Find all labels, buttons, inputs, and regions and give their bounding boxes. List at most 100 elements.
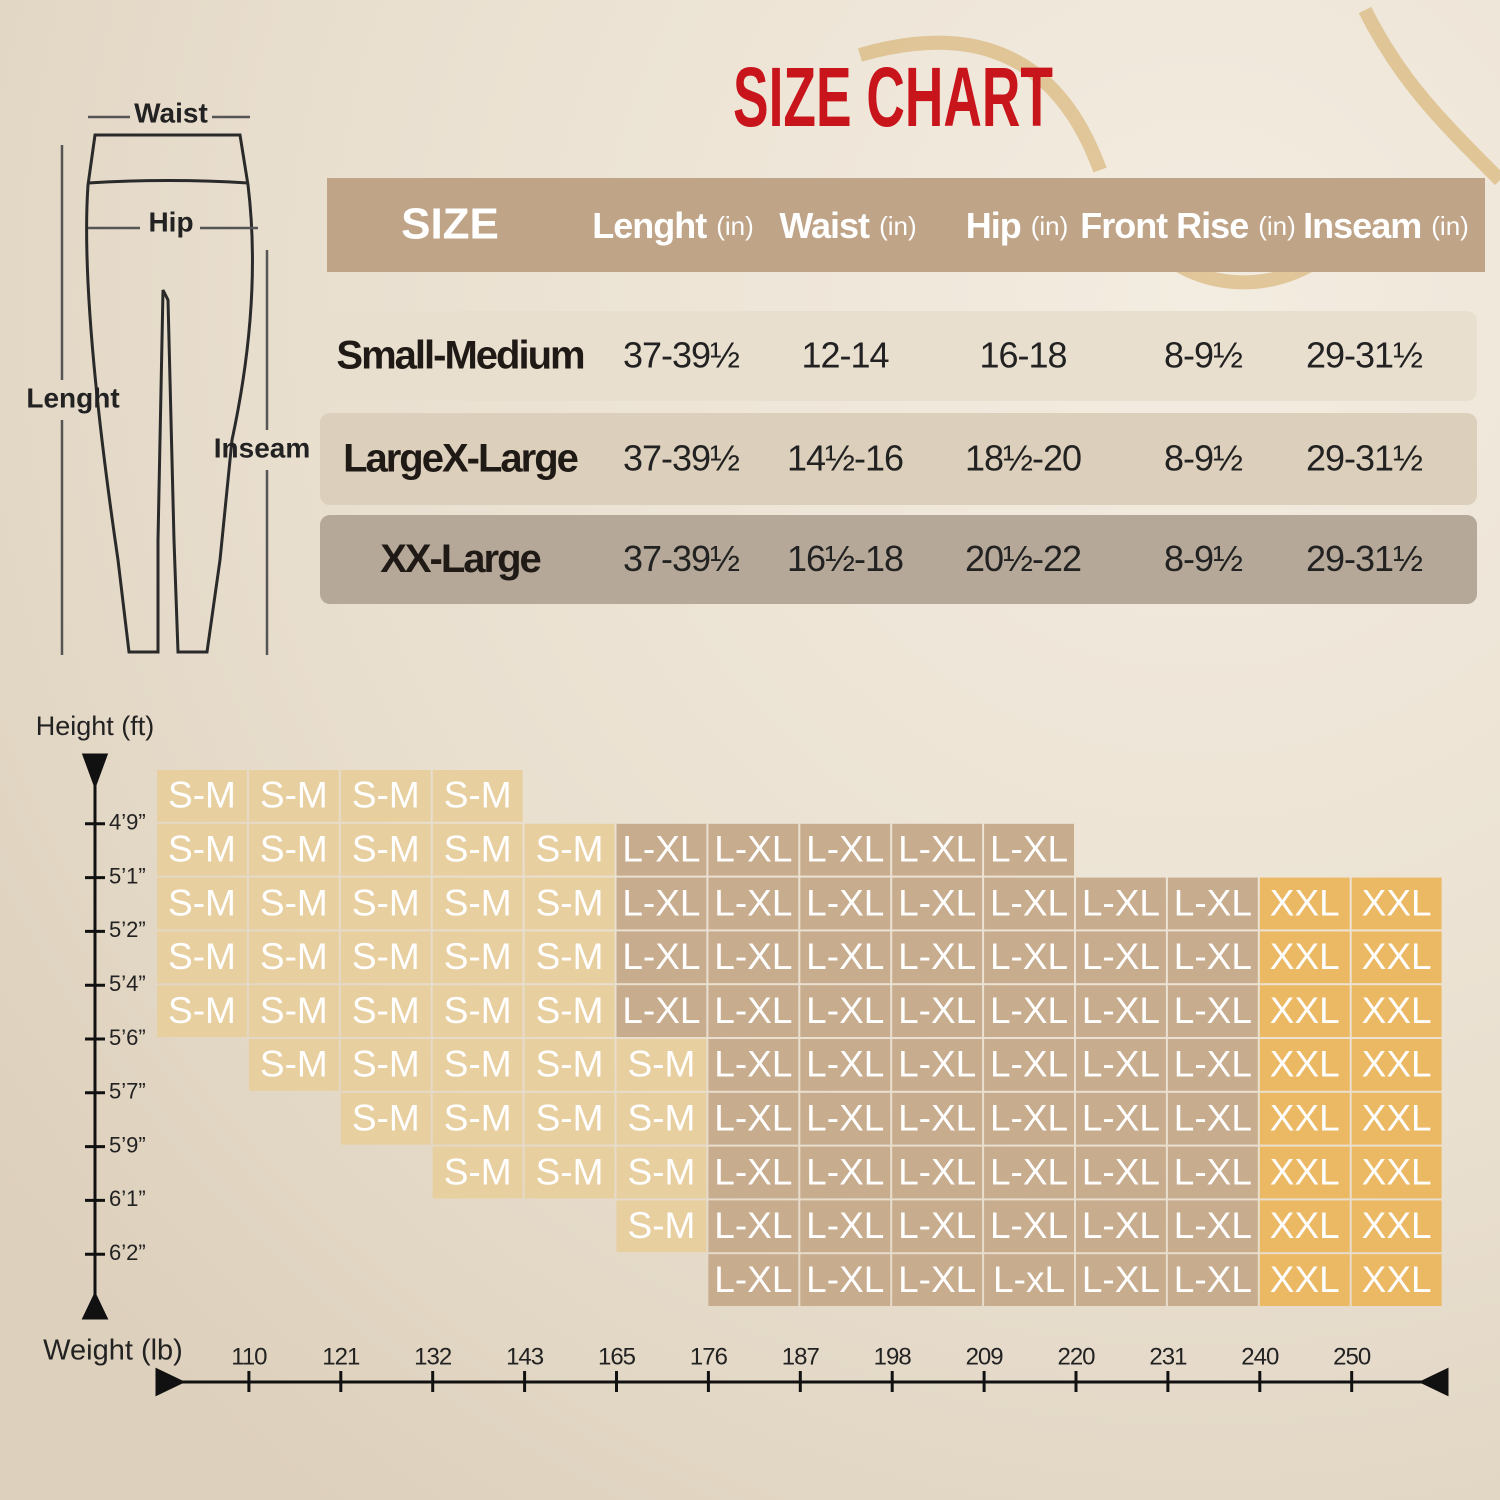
column-header: Hip (in) [966, 205, 1069, 246]
size-cell-label: L-XL [806, 1205, 884, 1246]
size-cell [1259, 1254, 1350, 1306]
size-cell [1076, 1146, 1166, 1199]
size-cell-label: S-M [168, 775, 236, 816]
size-name: LargeX-Large [343, 437, 578, 481]
size-cell [892, 1200, 983, 1253]
size-cell-label: S-M [168, 828, 236, 869]
size-cell [524, 877, 615, 930]
size-cell [248, 1039, 339, 1091]
size-cell [892, 1039, 983, 1091]
size-cell-label: S-M [260, 828, 328, 869]
size-cell-label: L-XL [1174, 990, 1252, 1031]
size-cell [1259, 1200, 1350, 1253]
size-cell-label: L-XL [714, 828, 792, 869]
size-cell [157, 985, 247, 1037]
size-value: 8-9½ [1164, 538, 1243, 579]
size-cell [616, 823, 707, 876]
size-cell-label: L-XL [990, 1205, 1068, 1246]
size-cell-label: L-XL [1082, 1151, 1160, 1192]
size-cell-label: S-M [444, 828, 512, 869]
size-cell [1259, 1092, 1350, 1145]
size-cell [248, 877, 339, 930]
size-cell-label: S-M [536, 882, 604, 923]
size-cell-label: S-M [628, 1044, 696, 1085]
size-cell-label: L-XL [898, 990, 976, 1031]
size-value: 29-31½ [1306, 335, 1423, 376]
size-cell-label: S-M [352, 775, 420, 816]
size-cell [524, 931, 615, 984]
size-cell-label: L-XL [1174, 1097, 1252, 1138]
height-tick-label: 5’6” [109, 1025, 146, 1050]
weight-tick-label: 187 [782, 1343, 820, 1370]
size-cell [340, 1039, 431, 1091]
column-unit: (in) [879, 211, 917, 241]
size-cell [1076, 1200, 1166, 1253]
size-cell-label: L-XL [1174, 1205, 1252, 1246]
size-cell [432, 770, 523, 822]
size-cell-label: L-XL [806, 1097, 884, 1138]
size-cell-label: S-M [168, 936, 236, 977]
size-cell-label: S-M [352, 1044, 420, 1085]
size-cell-label: L-XL [990, 1097, 1068, 1138]
height-tick-label: 5’1” [109, 863, 146, 888]
size-cell-label: S-M [168, 882, 236, 923]
size-cell [708, 1039, 799, 1091]
size-header: SIZE [401, 200, 499, 249]
size-cell-label: S-M [444, 1097, 512, 1138]
size-cell-label: XXL [1362, 936, 1432, 977]
size-cell [432, 1039, 523, 1091]
size-cell [1351, 1146, 1442, 1199]
column-name: Waist [779, 205, 870, 246]
size-cell-label: XXL [1362, 1044, 1432, 1085]
size-cell-label: L-XL [1082, 990, 1160, 1031]
inseam-label: Inseam [214, 432, 311, 463]
size-cell-label: S-M [444, 936, 512, 977]
size-name: XX-Large [380, 537, 540, 581]
size-value: 8-9½ [1164, 335, 1243, 376]
size-cell [157, 823, 247, 876]
size-cell [892, 877, 983, 930]
size-cell [800, 1092, 891, 1145]
size-cell-label: S-M [352, 990, 420, 1031]
title: SIZE CHART [733, 50, 1053, 144]
weight-tick-label: 220 [1057, 1343, 1095, 1370]
size-cell-label: XXL [1362, 882, 1432, 923]
size-cell-label: S-M [352, 882, 420, 923]
size-cell [892, 931, 983, 984]
size-cell-label: L-XL [1174, 1151, 1252, 1192]
column-name: Lenght [592, 205, 707, 246]
size-cell [616, 1039, 707, 1091]
size-cell [1259, 1039, 1350, 1091]
size-cell [1167, 1039, 1258, 1091]
size-cell-label: S-M [536, 828, 604, 869]
size-cell [432, 985, 523, 1037]
size-cell-label: L-XL [898, 1097, 976, 1138]
size-cell [616, 985, 707, 1037]
size-value: 18½-20 [965, 438, 1081, 479]
size-cell-label: L-XL [806, 1044, 884, 1085]
size-cell-label: L-XL [806, 1259, 884, 1300]
size-cell-label: S-M [260, 936, 328, 977]
size-cell-label: S-M [260, 882, 328, 923]
size-cell [432, 877, 523, 930]
size-cell-label: L-XL [806, 936, 884, 977]
size-cell-label: L-XL [898, 1151, 976, 1192]
size-cell-label: S-M [260, 775, 328, 816]
size-cell-label: L-XL [1174, 1259, 1252, 1300]
weight-tick-label: 143 [506, 1343, 544, 1370]
measure-lines [60, 115, 269, 655]
size-cell-label: XXL [1270, 1259, 1340, 1300]
size-cell-label: L-XL [898, 1044, 976, 1085]
size-cell [1351, 1092, 1442, 1145]
height-tick-label: 6’2” [109, 1240, 146, 1265]
hip-label: Hip [148, 206, 193, 237]
size-cell-label: L-XL [1082, 936, 1160, 977]
size-cell-label: L-XL [1174, 1044, 1252, 1085]
column-name: Inseam [1303, 205, 1421, 246]
size-cell [340, 770, 431, 822]
size-cell-label: L-XL [1174, 882, 1252, 923]
size-value: 20½-22 [965, 538, 1081, 579]
size-cell [248, 770, 339, 822]
size-value: 29-31½ [1306, 538, 1423, 579]
column-name: Front Rise [1080, 205, 1248, 246]
